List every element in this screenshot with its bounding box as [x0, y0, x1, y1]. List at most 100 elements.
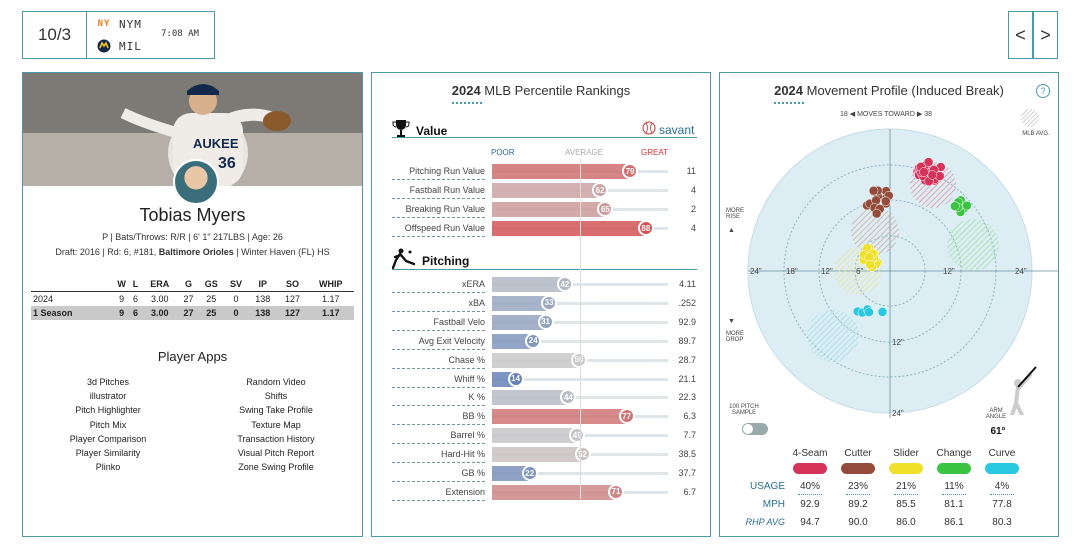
game-selector[interactable]: NY NYM MIL 7:08 AM [86, 11, 215, 59]
scale-poor: POOR [491, 148, 515, 157]
player-app-link[interactable]: Player Comparison [69, 433, 147, 444]
row-dashed-tick [392, 179, 485, 180]
value-section-line [392, 137, 697, 138]
pitch-usage: 4% [994, 481, 1010, 492]
player-app-link[interactable]: illustrator [89, 391, 127, 402]
percentile-value: 4 [690, 185, 696, 195]
pitch-dot[interactable] [877, 307, 888, 317]
savant-label: savant [659, 122, 695, 137]
pitch-usage: 11% [944, 481, 964, 492]
pitch-color-swatch[interactable] [937, 463, 971, 474]
player-app-link[interactable]: Pitch Mix [89, 419, 127, 430]
pitch-color-swatch[interactable] [889, 463, 923, 474]
player-app-link[interactable]: Transaction History [237, 433, 315, 444]
down-arrow-icon: ▼ [728, 318, 735, 325]
percentile-bar [492, 409, 628, 425]
usage-underline [990, 494, 1014, 495]
sample-toggle[interactable] [742, 423, 768, 435]
player-app-link[interactable]: 3d Pitches [86, 377, 130, 387]
apps-title: Player Apps [157, 349, 228, 364]
player-app-link[interactable]: Texture Map [251, 419, 301, 430]
stat-cell: 138 [247, 306, 278, 320]
player-app-link[interactable]: Zone Swing Profile [238, 462, 314, 473]
percentile-bar [492, 277, 566, 292]
percentile-value: .252 [678, 297, 696, 308]
moves-right: 38 [924, 111, 932, 118]
stat-cell: 9 [113, 306, 131, 320]
percentile-value: 6.7 [683, 486, 696, 497]
pitch-dot[interactable] [962, 200, 972, 211]
scale-average: AVERAGE [565, 148, 604, 157]
savant-link[interactable]: savant [642, 121, 694, 138]
percentile-bar [492, 484, 617, 500]
prev-button[interactable]: < [1008, 11, 1033, 59]
player-app-link[interactable]: Shifts [264, 391, 288, 402]
help-button[interactable]: ? [1036, 84, 1050, 98]
svg-text:AUKEE: AUKEE [193, 136, 239, 151]
percentile-row-label: Pitching Run Value [409, 166, 485, 176]
player-app-link[interactable]: Pitch Highlighter [75, 405, 141, 416]
pitch-color-swatch[interactable] [793, 463, 827, 474]
pitch-dot[interactable] [871, 208, 882, 219]
pitch-dot[interactable] [919, 167, 929, 177]
pitch-dot[interactable] [871, 195, 881, 206]
axis-label-18-left: 18" [786, 267, 798, 276]
pitch-color-swatch[interactable] [841, 463, 875, 474]
percentile-panel: 2024 MLB Percentile Rankings Value savan… [371, 72, 711, 537]
stat-cell: 1.17 [321, 294, 340, 304]
stat-header: L [130, 277, 141, 292]
pitching-section-line [392, 269, 697, 270]
stat-cell: 27 [183, 294, 194, 304]
player-app-link[interactable]: Player Similarity [75, 448, 141, 459]
value-section-label: Value [416, 123, 448, 138]
player-app-link[interactable]: Plinko [95, 462, 121, 473]
sample-label: 100 PITCH SAMPLE [729, 404, 759, 416]
percentile-bubble: 14 [507, 370, 524, 387]
pitch-dot[interactable] [868, 185, 879, 196]
percentile-value: 89.7 [678, 335, 696, 346]
pitch-name: Cutter [844, 448, 872, 459]
pitch-color-swatch[interactable] [985, 463, 1019, 474]
game-date[interactable]: 10/3 [22, 11, 87, 59]
percentile-bubble: 65 [597, 201, 614, 217]
arm-angle-value: 61° [990, 426, 1006, 437]
player-app-link[interactable]: Visual Pitch Report [237, 448, 315, 459]
stat-cell: 1.17 [307, 306, 354, 320]
pitch-dot[interactable] [865, 259, 875, 270]
apps-list-left: 3d Pitches illustrator Pitch Highlighter Pi… [33, 375, 183, 474]
pitch-dot[interactable] [950, 201, 960, 211]
pitch-dot[interactable] [864, 307, 874, 317]
game-time: 7:08 AM [161, 29, 199, 39]
percentile-value: 6.3 [683, 411, 696, 422]
pitcher-icon [391, 248, 416, 273]
percentile-bubble: 71 [607, 483, 624, 500]
player-headshot [173, 159, 219, 205]
player-panel: AUKEE 36 Tobias Myers P | Bats/Throws: R… [22, 72, 363, 537]
movement-panel: 2024 Movement Profile (Induced Break) ? … [719, 72, 1059, 537]
row-dashed-tick [392, 329, 485, 331]
pitch-dots [852, 157, 972, 318]
stat-cell: 27 [178, 306, 199, 320]
mlb-avg-swatch [1021, 109, 1039, 127]
pitch-mph: 89.2 [848, 499, 868, 510]
percentile-bubble: 79 [622, 163, 639, 179]
pitch-dot[interactable] [923, 157, 934, 167]
pitch-dot[interactable] [927, 170, 938, 180]
team-row-away: MIL [97, 39, 142, 53]
pitch-usage: 23% [847, 481, 868, 492]
stat-cell: 9 [119, 294, 125, 304]
pitch-dot[interactable] [881, 196, 891, 207]
row-dashed-tick [392, 367, 485, 369]
player-app-link[interactable]: Random Video [246, 377, 306, 387]
next-button[interactable]: > [1033, 11, 1058, 59]
row-label-rhp: RHP AVG [745, 517, 785, 527]
pitch-rhp-avg: 80.3 [992, 517, 1012, 528]
player-app-link[interactable]: Swing Take Profile [239, 405, 313, 416]
percentile-bar [492, 314, 547, 330]
row-dashed-tick [392, 236, 485, 237]
percentile-value: 2 [690, 204, 696, 214]
stat-cell: 3.00 [140, 306, 179, 320]
stat-row: 2024 9 6 3.00 27 25 0 138 127 1.17 [31, 292, 354, 307]
percentile-row-label: BB % [462, 411, 485, 422]
arm-angle-label: ARM ANGLE [985, 408, 1007, 420]
